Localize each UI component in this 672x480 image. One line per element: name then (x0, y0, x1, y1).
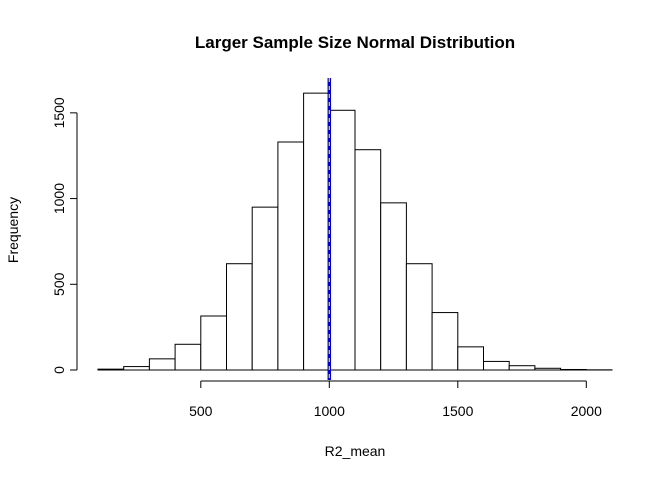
y-tick-label: 500 (51, 272, 67, 296)
histogram-bar (97, 368, 125, 371)
y-axis: 0 500 1000 1500 (51, 97, 78, 374)
histogram-bar (483, 360, 510, 371)
histogram-bar (431, 312, 459, 371)
x-tick-label: 1000 (314, 403, 345, 419)
histogram-bar (277, 141, 305, 371)
histogram-bar (200, 315, 228, 371)
histogram-bar (380, 202, 407, 371)
x-axis-label: R2_mean (325, 443, 386, 459)
histogram-bar (148, 358, 176, 371)
chart-title: Larger Sample Size Normal Distribution (195, 33, 515, 52)
histogram-bar (303, 92, 330, 371)
histogram-bar (354, 149, 382, 371)
histogram-bar (251, 206, 279, 371)
histogram-bar (405, 263, 433, 371)
histogram-bar (123, 366, 150, 371)
histogram-bar (508, 365, 536, 371)
histogram-bar (174, 343, 202, 371)
x-tick-label: 1500 (442, 403, 473, 419)
x-axis: 500 1000 1500 2000 (189, 380, 602, 419)
y-tick-label: 1500 (51, 97, 67, 128)
histogram-bar (457, 346, 484, 371)
histogram-bar (226, 263, 253, 371)
x-tick-label: 2000 (571, 403, 602, 419)
histogram-bar (328, 109, 356, 371)
y-tick-label: 1000 (51, 183, 67, 214)
x-tick-label: 500 (189, 403, 213, 419)
y-tick-label: 0 (51, 366, 67, 374)
y-axis-label: Frequency (5, 197, 21, 263)
bars-group (97, 92, 613, 371)
histogram-bar (534, 367, 562, 371)
histogram-bar (560, 368, 587, 371)
